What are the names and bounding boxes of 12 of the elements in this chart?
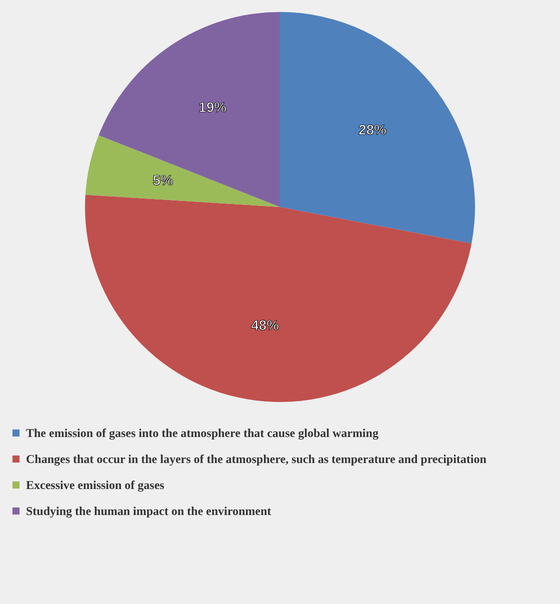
data-label: 19% bbox=[198, 98, 228, 115]
legend-label: Studying the human impact on the environment bbox=[26, 504, 272, 518]
pie-slice bbox=[85, 135, 280, 207]
pie-slice bbox=[280, 12, 475, 244]
pie-slice bbox=[98, 12, 280, 207]
data-label: 5% bbox=[152, 172, 174, 188]
legend-label: Excessive emission of gases bbox=[26, 478, 165, 492]
data-label: 28% bbox=[358, 122, 388, 138]
legend-label: The emission of gases into the atmosphere that cause global warming bbox=[26, 426, 378, 440]
legend-label: Changes that occur in the layers of the atmosphere, such as temperature and precipitation bbox=[26, 452, 487, 466]
data-label: 48% bbox=[250, 317, 280, 334]
pie-slice bbox=[85, 194, 472, 402]
